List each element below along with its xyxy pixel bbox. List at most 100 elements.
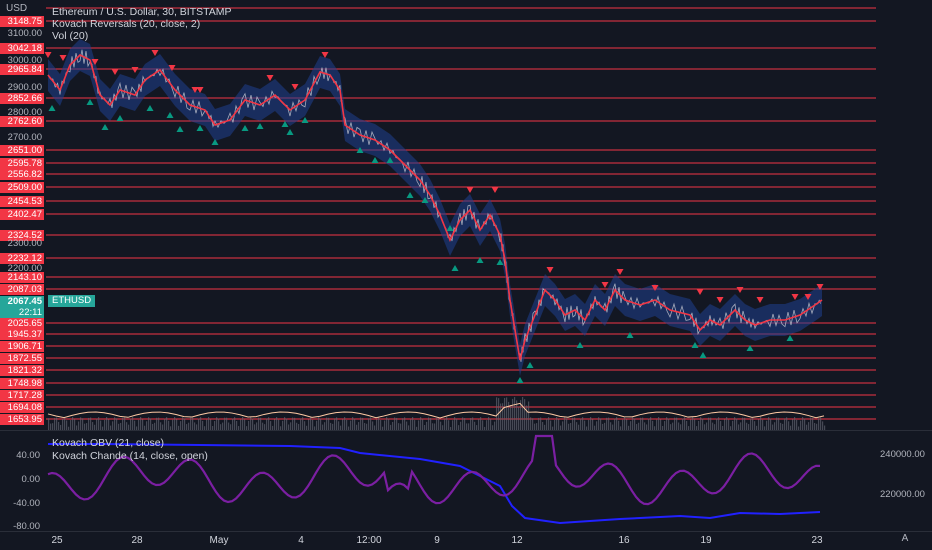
volume-bar bbox=[196, 424, 198, 430]
volume-bar bbox=[718, 417, 720, 430]
volume-bar bbox=[708, 417, 710, 430]
volume-bar bbox=[548, 417, 550, 430]
volume-bar bbox=[102, 426, 104, 430]
oscillator-pane[interactable] bbox=[0, 431, 932, 531]
chart-title[interactable]: Ethereum / U.S. Dollar, 30, BITSTAMP bbox=[52, 6, 232, 18]
volume-bar bbox=[224, 417, 226, 430]
volume-bar bbox=[414, 420, 416, 430]
volume-bar bbox=[540, 417, 542, 430]
volume-bar bbox=[638, 422, 640, 430]
sell-marker bbox=[756, 297, 764, 303]
volume-bar bbox=[468, 423, 470, 430]
volume-bar bbox=[624, 417, 626, 430]
volume-bar bbox=[390, 424, 392, 430]
volume-bar bbox=[822, 421, 824, 430]
volume-bar bbox=[286, 418, 288, 430]
pane-divider[interactable] bbox=[0, 430, 932, 431]
price-level-tag: 2651.00 bbox=[0, 145, 44, 156]
volume-bar bbox=[292, 417, 294, 430]
volume-bar bbox=[176, 419, 178, 430]
volume-bar bbox=[770, 418, 772, 430]
price-axis[interactable]: USD 3148.75 3100.00 3042.18 3000.00 2965… bbox=[0, 0, 46, 550]
volume-bar bbox=[162, 424, 164, 430]
volume-bar bbox=[746, 422, 748, 430]
volume-bar bbox=[74, 419, 76, 430]
volume-bar bbox=[586, 426, 588, 430]
volume-bar bbox=[302, 417, 304, 430]
volume-bar bbox=[314, 426, 316, 430]
volume-bar bbox=[796, 419, 798, 430]
volume-bar bbox=[450, 426, 452, 430]
volume-bar bbox=[804, 418, 806, 430]
volume-bar bbox=[420, 417, 422, 430]
reversals-legend[interactable]: Kovach Reversals (20, close, 2) bbox=[52, 18, 201, 30]
volume-bar bbox=[610, 422, 612, 430]
price-chart[interactable] bbox=[0, 0, 932, 430]
volume-bar bbox=[724, 419, 726, 430]
volume-bar bbox=[700, 417, 702, 430]
volume-bar bbox=[52, 423, 54, 430]
buy-marker bbox=[86, 99, 94, 105]
auto-scale-button[interactable]: A bbox=[901, 533, 909, 544]
sell-marker bbox=[804, 294, 812, 300]
volume-bar bbox=[722, 425, 724, 430]
volume-bar bbox=[266, 418, 268, 430]
volume-legend[interactable]: Vol (20) bbox=[52, 30, 89, 42]
sell-marker bbox=[791, 294, 799, 300]
volume-bar bbox=[782, 423, 784, 430]
price-level-tag: 1653.95 bbox=[0, 414, 44, 425]
volume-bar bbox=[772, 424, 774, 430]
volume-bar bbox=[818, 418, 820, 430]
volume-bar bbox=[318, 417, 320, 430]
buy-marker bbox=[516, 377, 524, 383]
volume-bar bbox=[362, 417, 364, 430]
volume-bar bbox=[698, 420, 700, 430]
volume-bar bbox=[356, 424, 358, 430]
chande-legend[interactable]: Kovach Chande (14, close, open) bbox=[52, 450, 208, 462]
date-tick: 16 bbox=[618, 535, 630, 546]
volume-bar bbox=[512, 398, 514, 430]
volume-bar bbox=[172, 419, 174, 430]
sell-marker bbox=[491, 187, 499, 193]
volume-bar bbox=[614, 418, 616, 430]
volume-bar bbox=[484, 426, 486, 430]
price-level-tag: 2852.66 bbox=[0, 93, 44, 104]
volume-bar bbox=[714, 424, 716, 430]
price-level-tag: 2324.52 bbox=[0, 230, 44, 241]
volume-bar bbox=[462, 417, 464, 430]
volume-bar bbox=[122, 417, 124, 430]
volume-bar bbox=[460, 421, 462, 430]
volume-bar bbox=[194, 422, 196, 430]
price-level-tag: 2965.84 bbox=[0, 64, 44, 75]
volume-bar bbox=[146, 421, 148, 430]
volume-bar bbox=[120, 422, 122, 430]
volume-bar bbox=[214, 421, 216, 430]
volume-bar bbox=[166, 417, 168, 430]
date-tick: 9 bbox=[434, 535, 440, 546]
date-tick: 12:00 bbox=[356, 535, 382, 546]
volume-bar bbox=[788, 421, 790, 430]
buy-marker bbox=[446, 225, 454, 231]
volume-bar bbox=[394, 417, 396, 430]
volume-bar bbox=[428, 417, 430, 430]
volume-bar bbox=[368, 418, 370, 430]
volume-bar bbox=[222, 422, 224, 430]
buy-marker bbox=[196, 125, 204, 131]
price-level-tag: 2509.00 bbox=[0, 182, 44, 193]
volume-bar bbox=[306, 425, 308, 430]
volume-bar bbox=[154, 422, 156, 430]
price-level-tag: 2087.03 bbox=[0, 284, 44, 295]
volume-bar bbox=[642, 417, 644, 430]
price-line bbox=[47, 49, 821, 362]
volume-bar bbox=[80, 417, 82, 430]
volume-bar bbox=[626, 419, 628, 430]
volume-bar bbox=[562, 421, 564, 430]
price-level-tag: 2402.47 bbox=[0, 209, 44, 220]
volume-bar bbox=[392, 421, 394, 430]
volume-bar bbox=[446, 417, 448, 430]
volume-bar bbox=[238, 426, 240, 430]
volume-bar bbox=[800, 420, 802, 430]
buy-marker bbox=[386, 157, 394, 163]
sell-marker bbox=[651, 285, 659, 291]
obv-legend[interactable]: Kovach OBV (21, close) bbox=[52, 437, 165, 449]
